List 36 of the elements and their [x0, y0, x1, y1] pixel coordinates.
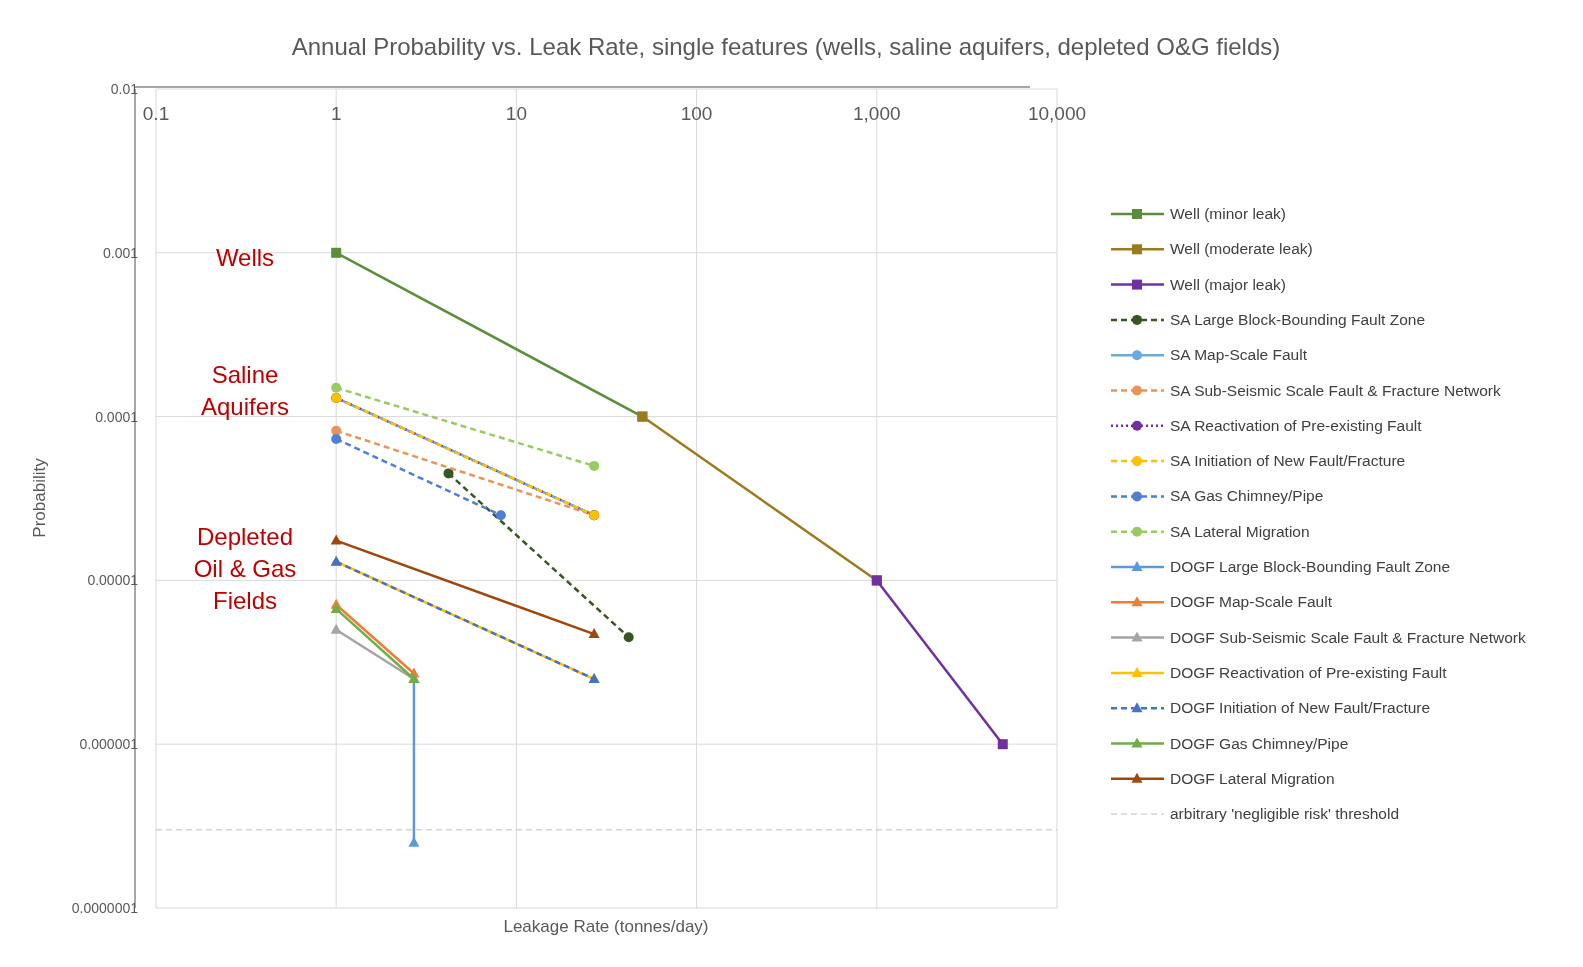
legend-label: DOGF Initiation of New Fault/Fracture — [1170, 699, 1431, 717]
legend-label: SA Lateral Migration — [1170, 522, 1310, 540]
y-tick-label: 0.0000001 — [71, 900, 139, 916]
y-tick-label: 0.00001 — [87, 572, 139, 589]
legend-label: DOGF Sub-Seismic Scale Fault & Fracture Network — [1170, 628, 1526, 646]
x-axis-title: Leakage Rate (tonnes/day) — [503, 917, 709, 936]
y-tick-label: 0.01 — [110, 81, 139, 97]
x-tick-label: 100 — [680, 103, 713, 124]
legend-label: Well (minor leak) — [1170, 205, 1286, 222]
x-tick-label: 1 — [330, 103, 342, 124]
legend-label: DOGF Large Block-Bounding Fault Zone — [1170, 558, 1450, 575]
legend-label: arbitrary 'negligible risk' threshold — [1170, 805, 1400, 823]
x-tick-label: 10 — [505, 103, 527, 124]
chart-title: Annual Probability vs. Leak Rate, single features (wells, saline aquifers, depleted O&G fields) — [291, 33, 1281, 60]
x-tick-label: 0.1 — [142, 103, 170, 124]
legend-label: SA Map-Scale Fault — [1170, 346, 1308, 364]
legend-label: SA Large Block-Bounding Fault Zone — [1170, 310, 1426, 328]
annotation: Wells — [215, 244, 275, 271]
y-tick-label: 0.0001 — [95, 408, 139, 425]
legend-label: Well (moderate leak) — [1170, 240, 1313, 258]
legend-label: SA Sub-Seismic Scale Fault & Fracture Network — [1170, 381, 1502, 399]
y-tick-label: 0.001 — [102, 244, 139, 261]
legend-label: SA Gas Chimney/Pipe — [1170, 487, 1324, 505]
legend-label: DOGF Gas Chimney/Pipe — [1170, 734, 1349, 752]
legend-label: DOGF Map-Scale Fault — [1170, 593, 1333, 611]
x-tick-label: 10,000 — [1027, 103, 1087, 124]
legend-label: DOGF Reactivation of Pre-existing Fault — [1170, 663, 1448, 681]
annotation: Saline Aquifers — [200, 361, 290, 420]
legend-label: Well (major leak) — [1170, 275, 1286, 293]
legend-label: SA Initiation of New Fault/Fracture — [1170, 452, 1406, 470]
annotation: Depleted Oil & Gas Fields — [193, 523, 297, 614]
y-axis-title: Probability — [30, 457, 49, 538]
legend-label: SA Reactivation of Pre-existing Fault — [1170, 416, 1423, 434]
y-tick-label: 0.000001 — [79, 736, 139, 753]
legend-label: DOGF Lateral Migration — [1170, 769, 1335, 787]
x-tick-label: 1,000 — [853, 103, 901, 124]
